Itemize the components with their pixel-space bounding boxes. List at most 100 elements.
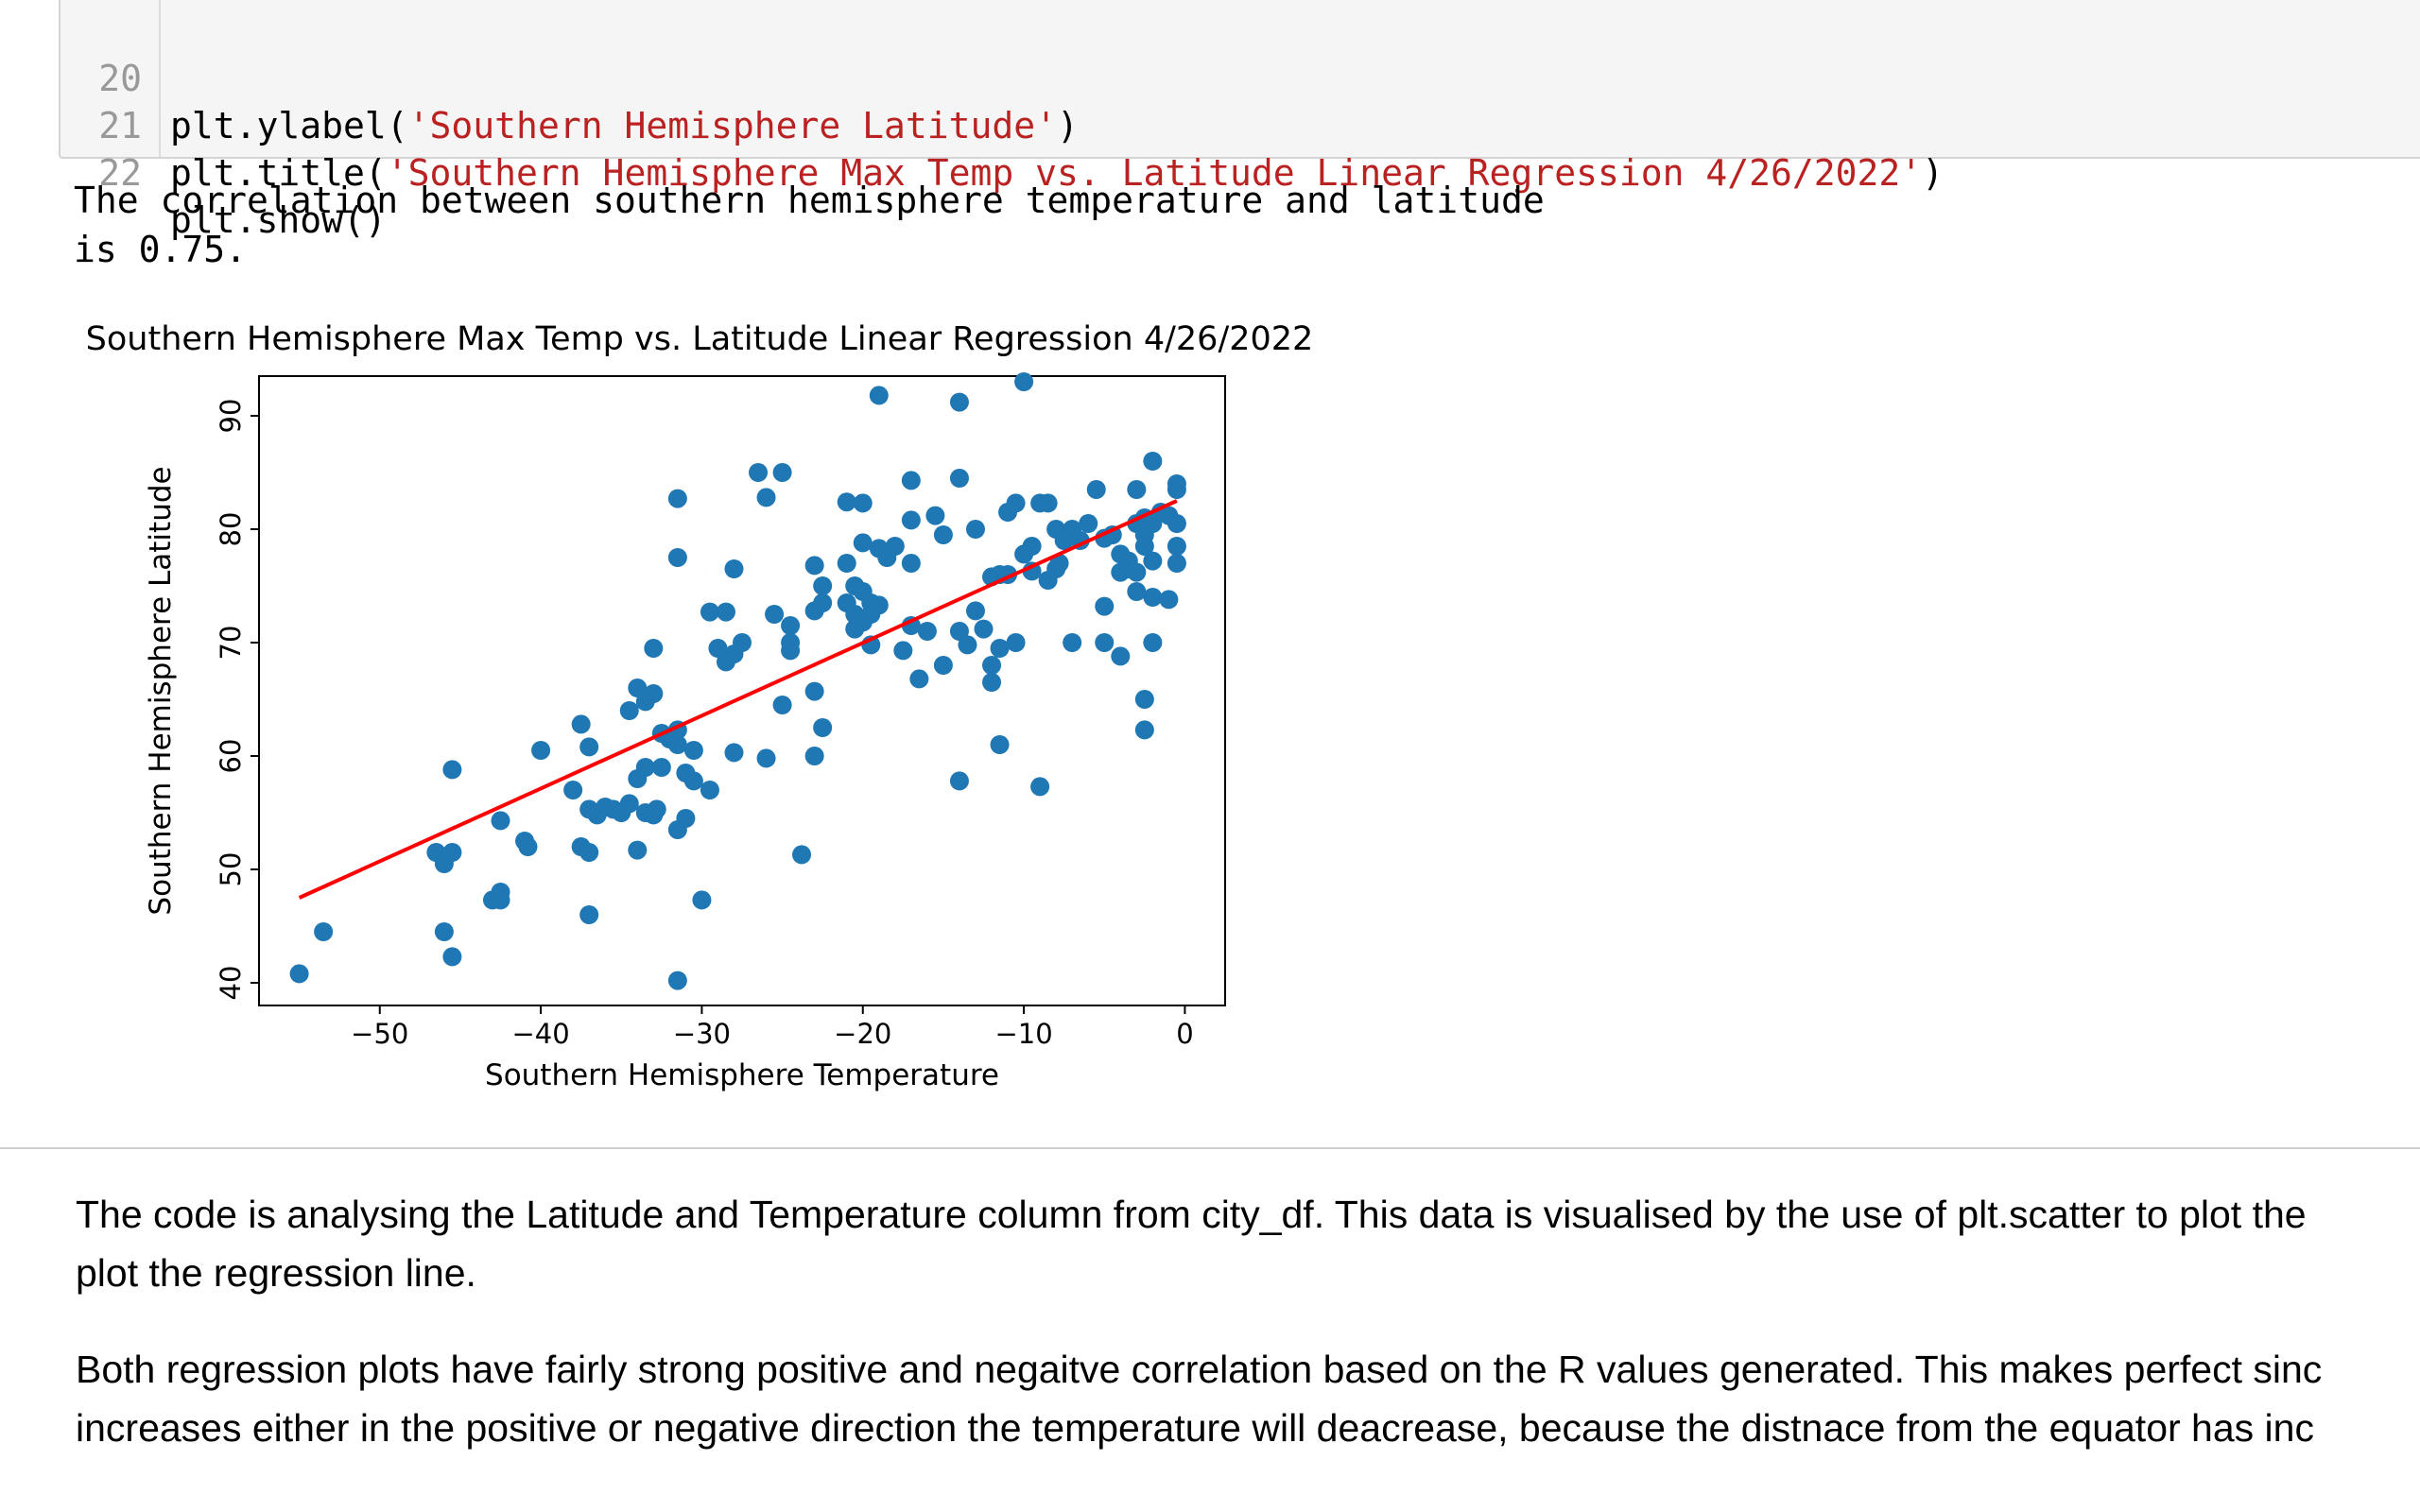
code-text: ) bbox=[1922, 152, 1945, 194]
data-point bbox=[1006, 633, 1026, 652]
data-point bbox=[700, 781, 719, 799]
data-point bbox=[628, 679, 648, 697]
data-point bbox=[1127, 480, 1147, 499]
data-point bbox=[837, 554, 856, 573]
data-point bbox=[949, 622, 969, 641]
y-tick-label: 40 bbox=[215, 966, 247, 1001]
data-point bbox=[1143, 452, 1163, 471]
y-tick-label: 70 bbox=[215, 626, 247, 661]
data-point bbox=[579, 843, 599, 862]
data-point bbox=[933, 525, 953, 544]
data-point bbox=[1095, 633, 1115, 652]
data-point bbox=[619, 794, 639, 814]
data-point bbox=[909, 669, 929, 689]
data-point bbox=[314, 922, 334, 941]
data-point bbox=[1063, 633, 1082, 652]
data-point bbox=[965, 601, 985, 621]
data-point bbox=[813, 593, 833, 612]
line-number: 21 bbox=[98, 105, 142, 146]
data-point bbox=[901, 510, 921, 530]
markdown-line: Both regression plots have fairly strong… bbox=[76, 1348, 2323, 1391]
data-point bbox=[772, 696, 792, 714]
data-point bbox=[442, 760, 462, 780]
data-point bbox=[1134, 537, 1154, 556]
data-point bbox=[749, 463, 769, 482]
x-tick-label: −20 bbox=[834, 1018, 891, 1050]
data-point bbox=[724, 559, 744, 578]
data-point bbox=[644, 639, 664, 658]
data-point bbox=[1086, 480, 1106, 499]
data-point bbox=[1159, 590, 1179, 610]
data-point bbox=[792, 845, 812, 865]
data-point bbox=[434, 922, 454, 941]
data-point bbox=[853, 533, 873, 553]
regression-line bbox=[298, 499, 1178, 900]
data-point bbox=[692, 890, 712, 910]
x-tick-label: −10 bbox=[994, 1018, 1052, 1050]
data-point bbox=[813, 576, 833, 595]
markdown-line: The code is analysing the Latitude and T… bbox=[76, 1193, 2307, 1236]
data-point bbox=[1038, 493, 1058, 513]
data-point bbox=[1143, 633, 1163, 652]
data-point bbox=[579, 737, 599, 757]
data-point bbox=[442, 843, 462, 862]
data-point bbox=[804, 681, 824, 701]
data-point bbox=[442, 947, 462, 967]
code-line-22: 22 plt.show() bbox=[60, 102, 387, 241]
chart-title: Southern Hemisphere Max Temp vs. Latitud… bbox=[86, 320, 1314, 358]
data-point bbox=[804, 747, 824, 765]
y-tick-label: 60 bbox=[215, 739, 247, 774]
cell-divider bbox=[0, 1147, 2420, 1149]
data-point bbox=[676, 809, 696, 828]
plot-frame bbox=[258, 375, 1226, 1006]
data-point bbox=[1134, 690, 1154, 709]
data-point bbox=[885, 537, 905, 556]
data-point bbox=[1167, 554, 1186, 573]
data-point bbox=[869, 386, 889, 405]
data-point bbox=[949, 469, 969, 488]
code-string: 'Southern Hemisphere Max Temp vs. Latitu… bbox=[386, 152, 1923, 194]
data-point bbox=[708, 639, 728, 658]
markdown-line: increases either in the positive or nega… bbox=[76, 1406, 2314, 1450]
data-point bbox=[837, 492, 856, 512]
y-axis-label: Southern Hemisphere Latitude bbox=[144, 466, 178, 915]
x-tick-label: −50 bbox=[351, 1018, 408, 1050]
line-number-gutter bbox=[60, 0, 161, 157]
data-point bbox=[1022, 561, 1042, 581]
code-text: plt.title( bbox=[170, 152, 387, 194]
data-point bbox=[1030, 777, 1050, 797]
data-point bbox=[667, 971, 687, 990]
data-point bbox=[917, 622, 937, 641]
data-point bbox=[733, 633, 752, 652]
code-cell[interactable]: 20 plt.ylabel('Southern Hemisphere Latit… bbox=[59, 0, 2420, 241]
output-line-1: The correlation between southern hemisph… bbox=[74, 180, 1545, 221]
data-point bbox=[491, 890, 510, 910]
data-point bbox=[781, 616, 801, 635]
data-point bbox=[1111, 646, 1131, 666]
data-point bbox=[1049, 554, 1069, 573]
output-line-2: is 0.75. bbox=[74, 229, 248, 270]
data-point bbox=[990, 639, 1010, 658]
data-point bbox=[974, 619, 994, 639]
data-point bbox=[1079, 514, 1098, 533]
data-point bbox=[958, 635, 977, 655]
data-point bbox=[965, 520, 985, 539]
data-point bbox=[845, 619, 865, 639]
data-point bbox=[289, 964, 309, 984]
markdown-cell-1: The code is analysing the Latitude and T… bbox=[76, 1185, 2420, 1302]
data-point bbox=[756, 748, 776, 768]
data-point bbox=[644, 684, 664, 703]
data-point bbox=[933, 656, 953, 675]
data-point bbox=[563, 781, 583, 799]
data-point bbox=[1167, 514, 1186, 533]
data-point bbox=[1127, 562, 1147, 582]
data-point bbox=[925, 506, 945, 525]
data-point bbox=[491, 811, 510, 831]
data-point bbox=[683, 771, 703, 791]
data-point bbox=[579, 905, 599, 924]
code-line-20: 20 plt.ylabel('Southern Hemisphere Latit… bbox=[60, 8, 1079, 146]
data-point bbox=[651, 758, 671, 777]
scatter-chart: Southern Hemisphere Max Temp vs. Latitud… bbox=[86, 320, 1314, 1092]
data-point bbox=[518, 837, 538, 856]
data-point bbox=[571, 714, 591, 734]
